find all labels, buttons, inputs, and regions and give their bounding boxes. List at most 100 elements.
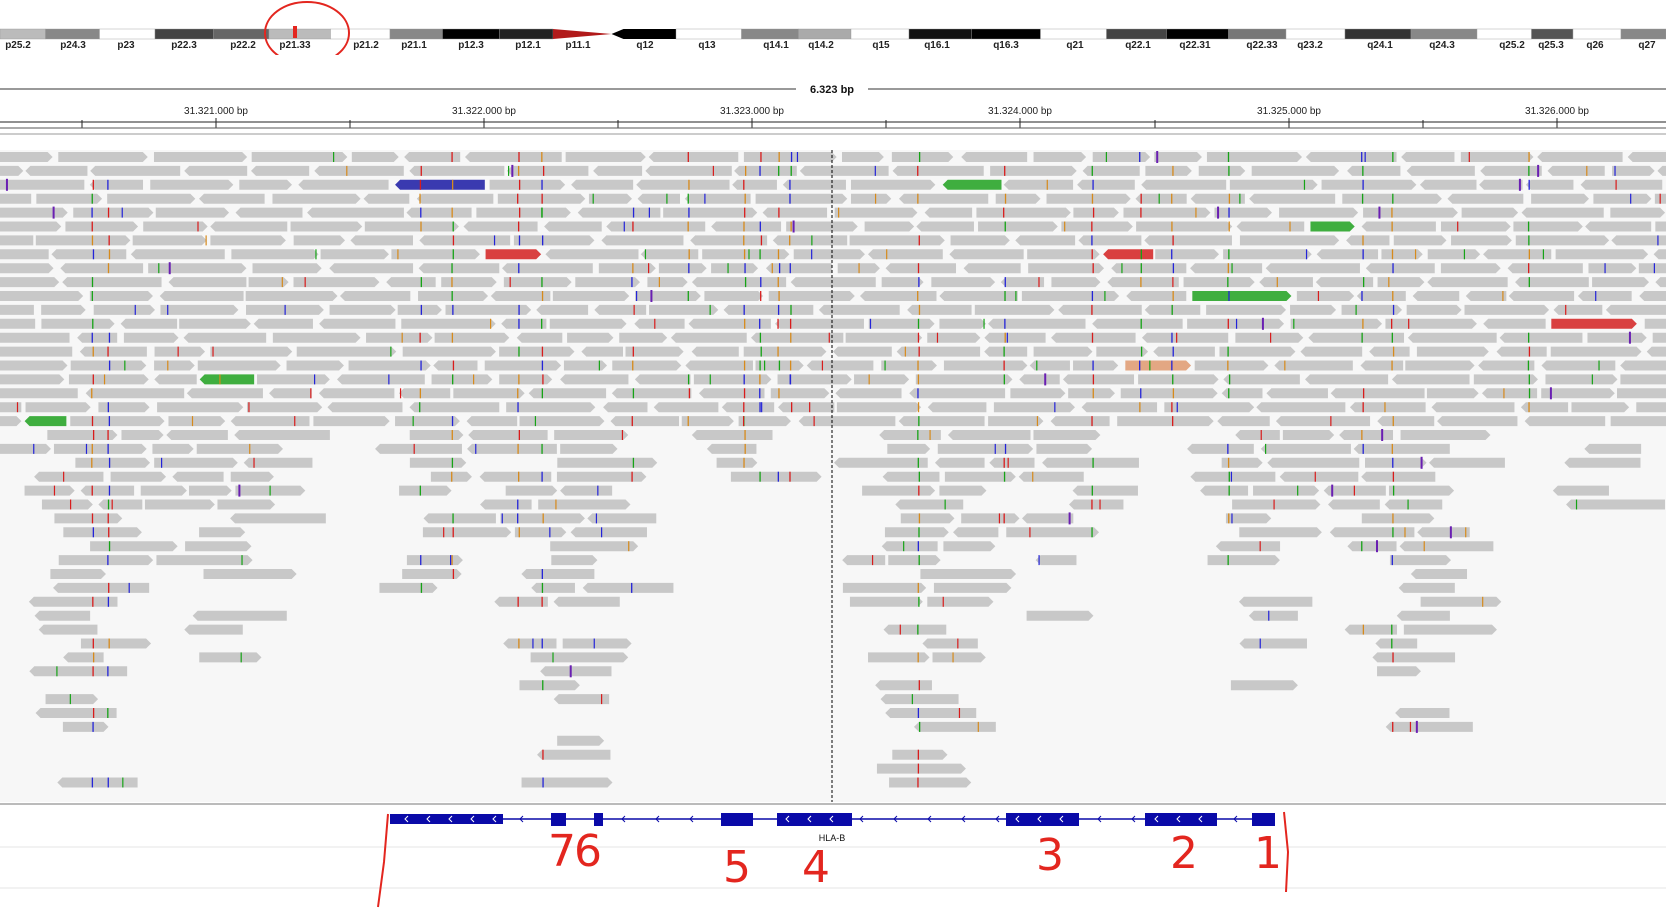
mismatch: [743, 360, 746, 371]
read: [0, 416, 22, 427]
read: [1275, 416, 1371, 427]
mismatch: [759, 388, 761, 399]
mismatch: [1227, 346, 1229, 357]
mismatch: [517, 443, 519, 454]
read: [54, 513, 123, 524]
mismatch: [92, 179, 94, 190]
mismatch: [1542, 249, 1545, 260]
mismatch: [1003, 471, 1006, 482]
read: [850, 193, 892, 204]
read: [530, 652, 629, 663]
band-label: p21.1: [401, 40, 427, 51]
mismatch: [1158, 193, 1160, 204]
read: [339, 291, 411, 301]
mismatch: [92, 638, 94, 649]
mismatch: [687, 416, 689, 427]
read: [1290, 304, 1337, 315]
read: [1473, 374, 1538, 385]
position-ruler[interactable]: 6.323 bp 31.321.000 bp 31.322.000 bp 31.32…: [0, 78, 1666, 148]
read: [98, 402, 150, 413]
mismatch: [1172, 277, 1174, 288]
chromosome-ideogram[interactable]: p25.2 p24.3 p23 p22.3 p22.2 p21.33 p21.2 p21.1 p…: [0, 0, 1666, 55]
insertion: [1628, 331, 1631, 344]
read: [1035, 555, 1077, 566]
read: [943, 541, 996, 552]
exon-2: [1145, 813, 1217, 826]
read: [793, 249, 865, 260]
read: [38, 624, 98, 635]
span-label: 6.323 bp: [810, 84, 854, 96]
mismatch: [549, 527, 551, 538]
mismatch: [1614, 165, 1616, 176]
mismatch: [191, 416, 194, 427]
read: [0, 346, 73, 357]
band-label: q16.3: [993, 40, 1019, 51]
mismatch: [778, 207, 780, 218]
read: [0, 221, 62, 232]
read: [943, 360, 1028, 371]
mismatch: [789, 193, 791, 204]
read: [799, 165, 889, 176]
read: [1081, 402, 1158, 413]
mismatch: [601, 527, 603, 538]
mismatch: [1228, 207, 1230, 218]
mismatch: [811, 235, 813, 246]
read: [183, 332, 267, 343]
read: [1305, 374, 1389, 385]
read: [1253, 485, 1320, 496]
mismatch: [1228, 291, 1230, 301]
read: [885, 263, 957, 274]
mismatch: [1227, 152, 1230, 162]
mismatch: [107, 596, 110, 607]
mismatch: [452, 527, 454, 538]
band-label: q14.2: [808, 40, 834, 51]
mismatch: [1003, 346, 1005, 357]
mismatch: [796, 152, 799, 162]
read: [53, 582, 150, 593]
read: [1639, 291, 1666, 301]
read: [1377, 666, 1421, 677]
mismatch: [1099, 499, 1101, 510]
read: [51, 249, 127, 260]
mismatch: [541, 388, 543, 399]
alignment-track[interactable]: [0, 150, 1666, 802]
mismatch: [518, 346, 520, 357]
read: [1400, 430, 1491, 440]
read: [588, 193, 632, 204]
mismatch: [917, 652, 919, 663]
read: [1328, 499, 1380, 510]
read: [1440, 263, 1501, 274]
read: [1230, 680, 1298, 691]
read: [1342, 193, 1442, 204]
mismatch: [748, 249, 750, 260]
read: [1026, 610, 1094, 621]
mismatch: [1362, 318, 1364, 329]
mismatch: [911, 694, 913, 705]
gene-model[interactable]: [390, 813, 1275, 826]
mismatch: [632, 207, 635, 218]
gene-track[interactable]: HLA-B 7 6 5 4 3 2 1: [0, 802, 1666, 909]
read: [833, 457, 928, 468]
band-p21.1: [389, 28, 443, 40]
read: [0, 402, 22, 413]
read: [506, 165, 589, 176]
read: [519, 680, 580, 691]
mismatch: [759, 318, 761, 329]
read: [404, 152, 461, 162]
mismatch: [1227, 555, 1229, 566]
mismatch: [1260, 430, 1262, 440]
read: [560, 443, 618, 454]
read: [988, 318, 1086, 329]
read: [397, 304, 442, 315]
read: [528, 388, 607, 399]
read: [711, 221, 782, 232]
mismatch: [1140, 277, 1142, 288]
mismatch: [452, 513, 454, 524]
read: [1251, 165, 1340, 176]
read: [892, 165, 984, 176]
read: [210, 235, 286, 246]
mismatch: [1228, 193, 1231, 204]
mismatch: [1104, 291, 1106, 301]
mismatch: [790, 402, 793, 413]
insertion: [1518, 178, 1521, 191]
